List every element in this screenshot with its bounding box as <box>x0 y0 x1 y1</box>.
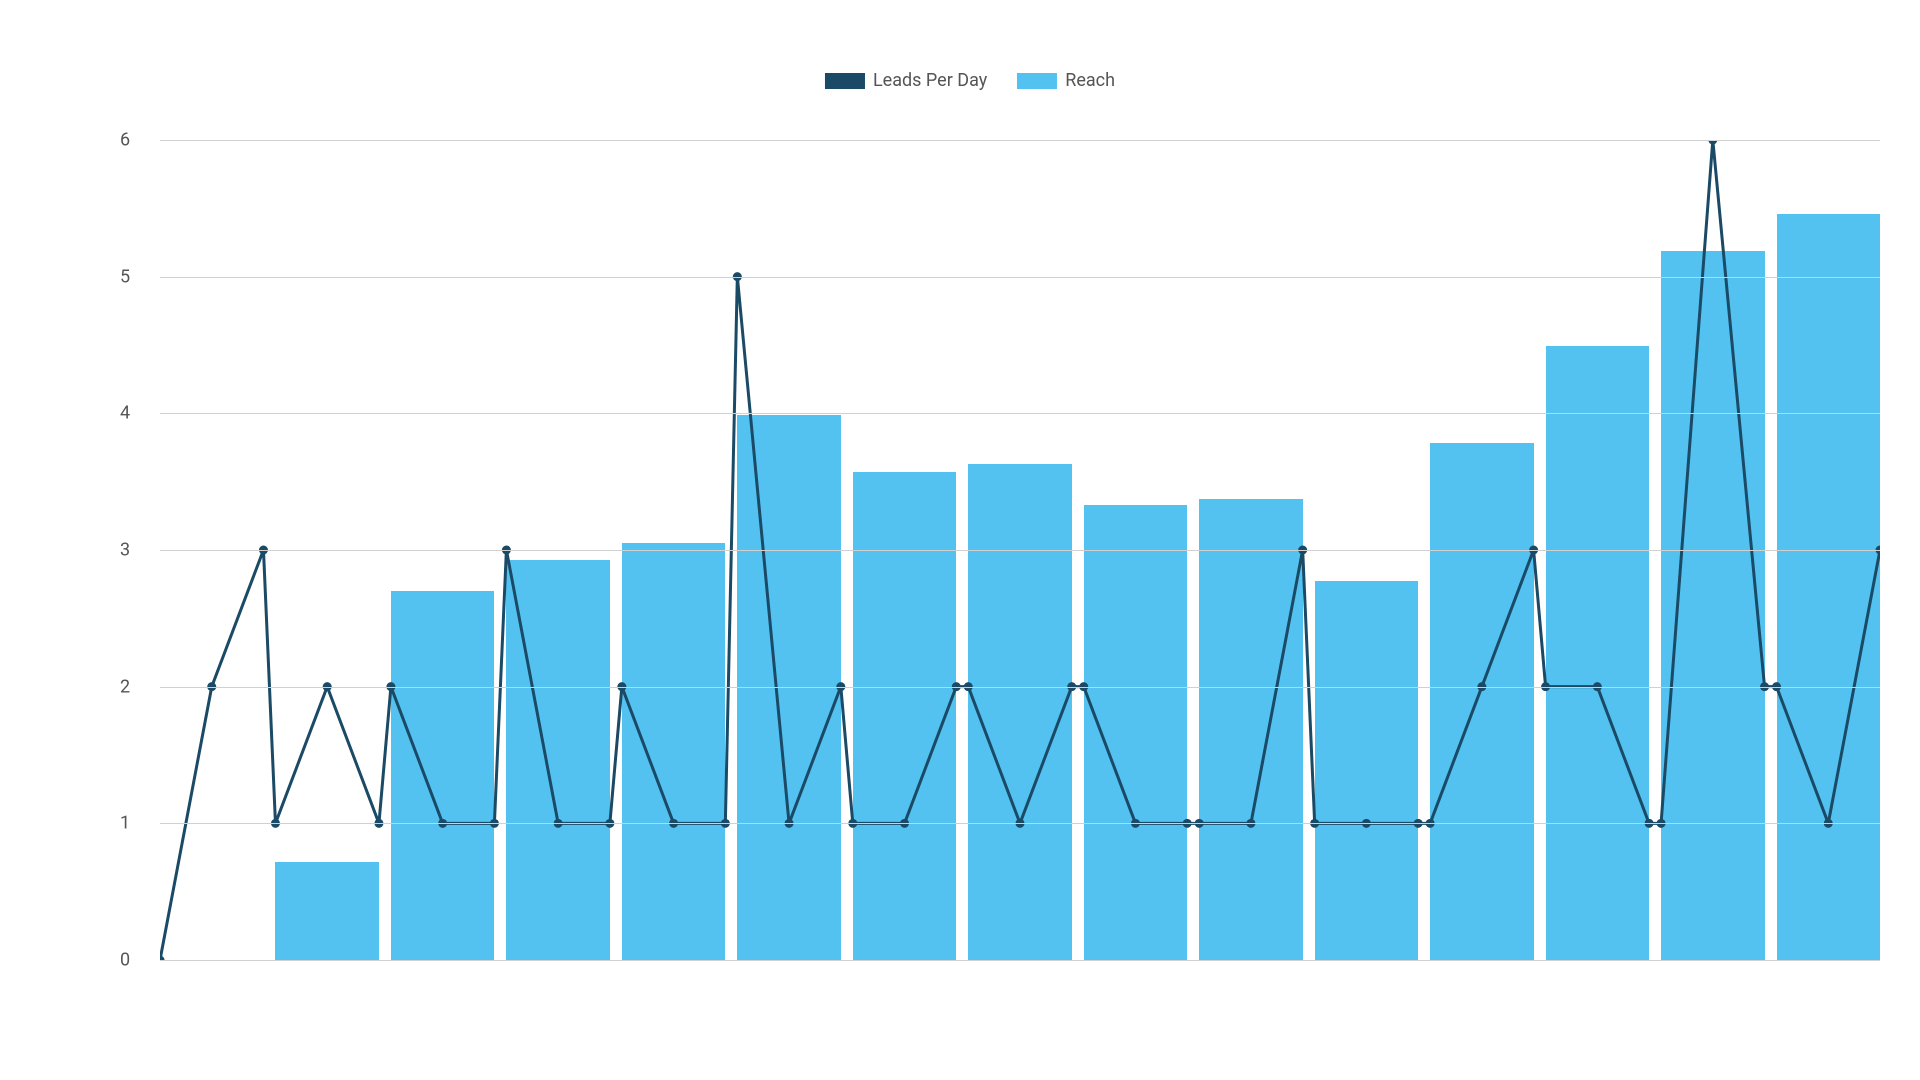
bar <box>968 464 1071 960</box>
bar <box>1084 505 1187 960</box>
chart-container: Leads Per Day Reach 0123456 <box>60 40 1880 1040</box>
plot-area: 0123456 <box>160 140 1880 960</box>
gridline <box>160 277 1880 278</box>
y-axis-label: 6 <box>120 130 130 151</box>
gridline <box>160 687 1880 688</box>
legend-swatch-leads <box>825 73 865 89</box>
legend-item-reach: Reach <box>1017 70 1115 91</box>
y-axis-label: 0 <box>120 950 130 971</box>
gridline <box>160 823 1880 824</box>
y-axis-label: 2 <box>120 676 130 697</box>
legend-label-reach: Reach <box>1065 70 1115 91</box>
y-axis-label: 1 <box>120 813 130 834</box>
y-axis-label: 4 <box>120 403 130 424</box>
bar <box>1546 346 1649 960</box>
y-axis-label: 3 <box>120 540 130 561</box>
bar <box>1315 581 1418 960</box>
bar <box>1661 251 1764 960</box>
bar <box>1430 443 1533 960</box>
bar <box>506 560 609 960</box>
bar <box>275 862 378 960</box>
bar <box>622 543 725 960</box>
legend-swatch-reach <box>1017 73 1057 89</box>
gridline <box>160 140 1880 141</box>
legend: Leads Per Day Reach <box>825 70 1115 91</box>
legend-item-leads: Leads Per Day <box>825 70 987 91</box>
legend-label-leads: Leads Per Day <box>873 70 987 91</box>
gridline <box>160 550 1880 551</box>
bar <box>391 591 494 960</box>
y-axis-label: 5 <box>120 266 130 287</box>
bar <box>1199 499 1302 960</box>
bar <box>853 472 956 960</box>
gridline <box>160 960 1880 961</box>
bar <box>1777 214 1880 960</box>
gridline <box>160 413 1880 414</box>
